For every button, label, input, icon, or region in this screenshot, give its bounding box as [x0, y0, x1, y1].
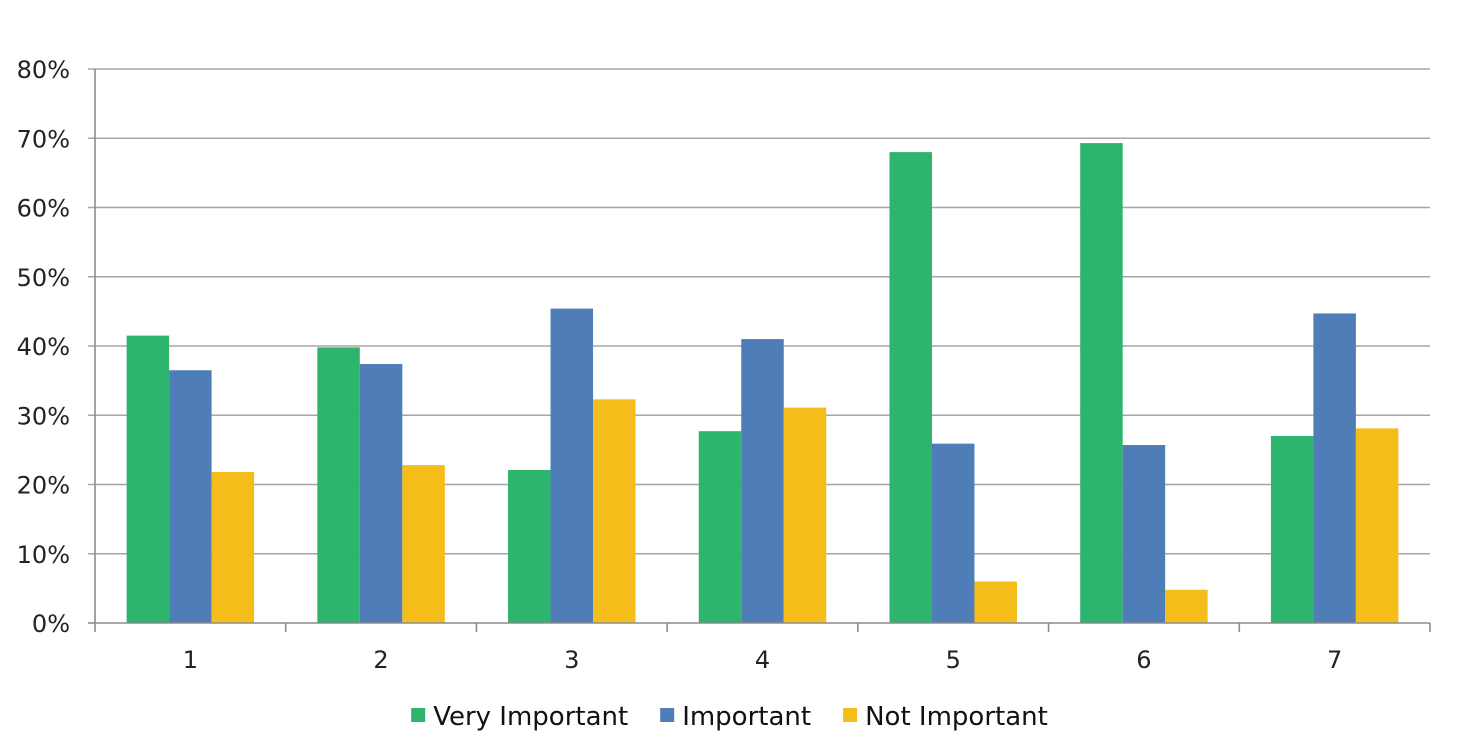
bar-very-important-6: [1080, 143, 1123, 623]
bar-very-important-1: [126, 335, 170, 623]
bar-not-important-3: [593, 399, 636, 623]
x-tick-label: 5: [946, 646, 961, 674]
y-tick-label: 20%: [17, 472, 70, 500]
bar-very-important-4: [698, 431, 742, 623]
bar-not-important-2: [402, 465, 445, 623]
x-axis-tick-labels: 1 2 3 4 5 6 7: [183, 646, 1343, 674]
bar-important-5: [931, 443, 975, 623]
x-tick-label: 1: [183, 646, 198, 674]
bar-not-important-5: [974, 581, 1017, 623]
bar-very-important-3: [508, 469, 551, 623]
bar-very-important-2: [317, 347, 360, 623]
legend-swatch-very-important: [411, 708, 426, 722]
x-tick-label: 7: [1327, 646, 1342, 674]
bar-important-1: [169, 370, 212, 623]
legend-swatch-not-important: [843, 708, 858, 722]
x-tick-label: 2: [373, 646, 388, 674]
legend-swatch-important: [660, 708, 675, 722]
bars: [126, 143, 1399, 623]
bar-important-3: [550, 308, 594, 623]
bar-very-important-7: [1270, 436, 1314, 623]
bar-very-important-5: [889, 152, 932, 623]
bar-important-4: [741, 339, 784, 623]
bar-important-6: [1122, 445, 1166, 623]
legend: Very Important Important Not Important: [411, 702, 1048, 732]
y-tick-label: 70%: [17, 125, 70, 153]
bar-not-important-7: [1355, 428, 1399, 623]
y-tick-label: 10%: [17, 541, 70, 569]
bar-not-important-1: [211, 472, 255, 623]
y-tick-label: 60%: [17, 195, 70, 223]
axes: [94, 69, 1431, 632]
y-tick-label: 30%: [17, 402, 70, 430]
x-tick-label: 3: [564, 646, 579, 674]
x-tick-label: 6: [1136, 646, 1151, 674]
legend-label: Important: [682, 702, 811, 732]
legend-label: Very Important: [433, 702, 628, 732]
y-tick-label: 0%: [32, 610, 70, 638]
x-tick-label: 4: [755, 646, 770, 674]
y-axis-tick-labels: 0% 10% 20% 30% 40% 50% 60% 70% 80%: [17, 56, 70, 638]
legend-label: Not Important: [865, 702, 1048, 732]
y-tick-label: 80%: [17, 56, 70, 84]
bar-important-7: [1313, 313, 1356, 623]
y-tick-label: 40%: [17, 333, 70, 361]
bar-not-important-4: [783, 407, 827, 623]
bar-important-2: [359, 364, 403, 623]
y-tick-label: 50%: [17, 264, 70, 292]
bar-not-important-6: [1165, 589, 1208, 623]
